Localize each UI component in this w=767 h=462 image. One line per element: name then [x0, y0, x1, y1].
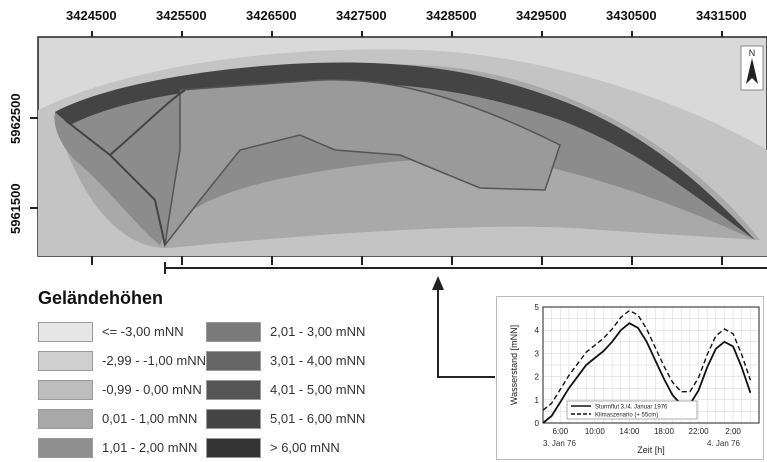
north-arrow-icon: N [740, 45, 764, 91]
legend-label: 3,01 - 4,00 mNN [270, 353, 366, 368]
legend-label: -2,99 - -1,00 mNN [102, 353, 207, 368]
x-tick-label: 2:00 [725, 427, 741, 436]
x-tick-label: 3424500 [66, 8, 117, 23]
legend-swatch [206, 438, 261, 458]
x-tick-label: 10:00 [585, 427, 606, 436]
legend-swatch [206, 380, 261, 400]
legend-swatch [38, 322, 93, 342]
legend-swatch [38, 380, 93, 400]
y-tick-label: 0 [535, 419, 540, 428]
inner-polder [163, 79, 561, 248]
x-tick-label: 14:00 [619, 427, 640, 436]
x-ticks-top [91, 31, 723, 37]
x-tick-label: 3427500 [336, 8, 387, 23]
legend-label: 0,01 - 1,00 mNN [102, 411, 198, 426]
x-tick-label: 3430500 [606, 8, 657, 23]
legend-label: <= -3,00 mNN [102, 324, 184, 339]
legend-label: -0,99 - 0,00 mNN [102, 382, 202, 397]
y-axis-label: Wasserstand [mNN] [509, 325, 519, 405]
y-ticks [30, 117, 38, 209]
chart-legend: Sturmflut 3./4. Januar 1976 Klimaszenari… [566, 400, 698, 420]
legend-label: > 6,00 mNN [270, 440, 340, 455]
x-tick-label: 18:00 [654, 427, 675, 436]
legend-swatch [38, 351, 93, 371]
north-arrow-label: N [749, 48, 756, 58]
x-axis-label: Zeit [h] [637, 445, 665, 455]
y-tick-label: 4 [535, 326, 540, 335]
y-tick-label: 5 [535, 303, 540, 312]
legend-label: 1,01 - 2,00 mNN [102, 440, 198, 455]
x-ticks-bottom [91, 256, 723, 265]
x-axis-ticks: 6:00 10:00 14:00 18:00 22:00 2:00 [552, 427, 741, 436]
series-line-dashed [542, 309, 752, 411]
map-panel: N 3424500 342 [8, 8, 767, 265]
y-tick-label: 1 [535, 396, 540, 405]
legend-series-label: Klimaszenario (+ 55cm) [595, 413, 658, 419]
x-tick-label: 3429500 [516, 8, 567, 23]
legend-label: 5,01 - 6,00 mNN [270, 411, 366, 426]
y-axis-ticks: 0 1 2 3 4 5 [535, 303, 540, 428]
x-tick-label: 3431500 [696, 8, 747, 23]
legend-swatch [206, 409, 261, 429]
terrain-map: N [30, 31, 767, 265]
dyke-line [109, 89, 186, 156]
series-line-solid [542, 322, 752, 424]
legend-label: 2,01 - 3,00 mNN [270, 324, 366, 339]
plot-frame [542, 306, 760, 424]
x-tick-label: 3426500 [246, 8, 297, 23]
legend-swatch [206, 351, 261, 371]
arrow-head-icon [432, 276, 444, 290]
date-label: 4. Jan 76 [707, 439, 740, 448]
date-label: 3. Jan 76 [543, 439, 576, 448]
legend-swatch [38, 438, 93, 458]
chart-series [542, 309, 752, 424]
water-level-chart: 0 1 2 3 4 5 6:00 10:00 14:00 18:00 22:00 2:00 Stur… [496, 296, 764, 460]
y-tick-label: 2 [535, 373, 540, 382]
legend-swatch [38, 409, 93, 429]
connector-arrow [437, 285, 495, 378]
x-tick-label: 6:00 [552, 427, 568, 436]
legend-swatch [206, 322, 261, 342]
x-tick-label: 22:00 [689, 427, 710, 436]
legend: <= -3,00 mNN -2,99 - -1,00 mNN -0,99 - 0… [38, 322, 398, 462]
dyke-line [64, 119, 166, 246]
legend-label: 4,01 - 5,00 mNN [270, 382, 366, 397]
y-tick-label: 3 [535, 349, 540, 358]
chart-canvas: 0 1 2 3 4 5 6:00 10:00 14:00 18:00 22:00 2:00 Stur… [509, 303, 760, 455]
x-tick-label: 3428500 [426, 8, 477, 23]
x-tick-label: 3425500 [156, 8, 207, 23]
legend-series-label: Sturmflut 3./4. Januar 1976 [595, 405, 668, 411]
legend-title: Geländehöhen [38, 288, 164, 308]
